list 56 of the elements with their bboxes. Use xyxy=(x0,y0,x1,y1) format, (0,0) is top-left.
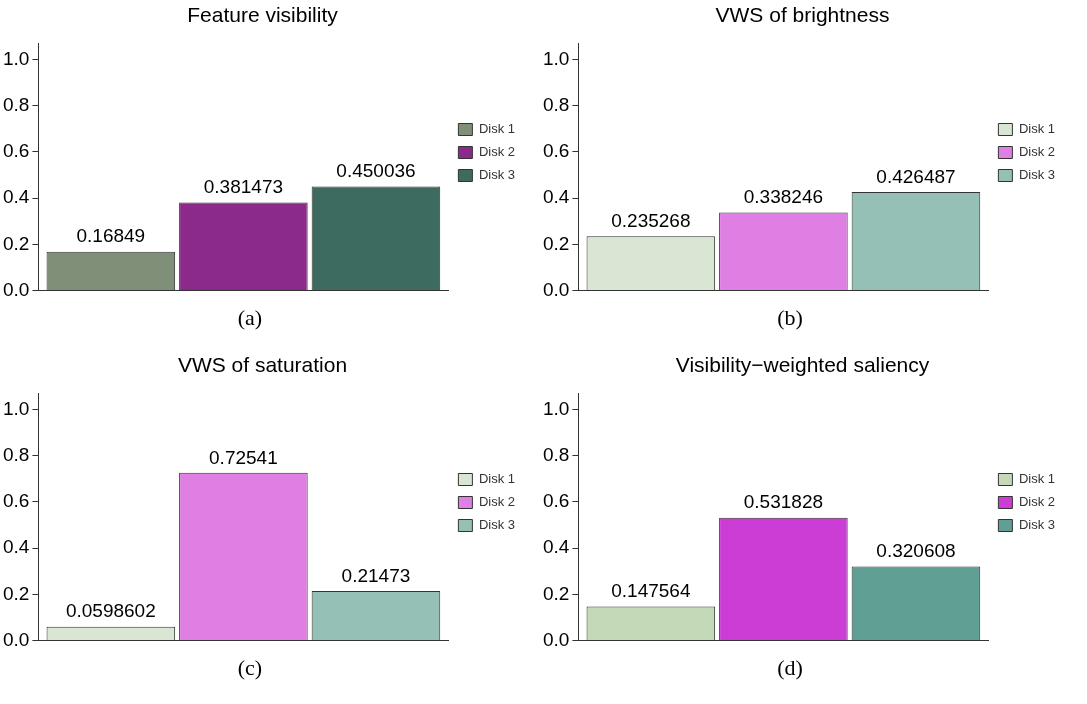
legend-label: Disk 2 xyxy=(1018,494,1056,510)
chart-title: Visibility−weighted saliency xyxy=(675,353,930,377)
legend-label: Disk 3 xyxy=(1018,517,1056,533)
data-label: 0.0598602 xyxy=(65,600,156,622)
y-tick-label: 0.4 xyxy=(542,536,570,558)
legend-label: Disk 1 xyxy=(478,471,516,487)
text: (b) xyxy=(776,305,804,331)
data-label: 0.320608 xyxy=(876,540,956,562)
data-label: 0.450036 xyxy=(336,160,416,182)
chart-title: VWS of saturation xyxy=(177,353,348,377)
y-tick-label: 0.0 xyxy=(542,278,570,300)
y-tick-label: 0.0 xyxy=(2,628,30,650)
y-tick-label: 1.0 xyxy=(542,47,570,69)
data-label: 0.147564 xyxy=(611,580,691,602)
data-label: 0.72541 xyxy=(209,446,278,468)
y-tick-label: 1.0 xyxy=(2,397,30,419)
y-tick-label: 0.6 xyxy=(2,140,30,162)
legend-label: Disk 1 xyxy=(1018,121,1056,137)
legend-label: Disk 3 xyxy=(1018,167,1056,183)
legend-label: Disk 2 xyxy=(478,494,516,510)
data-label: 0.235268 xyxy=(611,209,691,231)
data-label: 0.426487 xyxy=(876,165,956,187)
y-tick-label: 0.2 xyxy=(2,582,30,604)
text: (c) xyxy=(236,655,264,681)
y-tick-label: 0.4 xyxy=(542,186,570,208)
data-label: 0.531828 xyxy=(743,491,824,513)
chart-title: Feature visibility xyxy=(187,3,339,27)
y-tick-label: 0.4 xyxy=(2,186,30,208)
y-tick-label: 0.8 xyxy=(2,443,30,465)
y-tick-label: 0.2 xyxy=(542,232,570,254)
y-tick-label: 0.4 xyxy=(2,536,30,558)
y-tick-label: 0.0 xyxy=(542,628,570,650)
y-tick-label: 0.0 xyxy=(2,278,30,300)
y-tick-label: 0.6 xyxy=(542,490,570,512)
data-label: 0.338246 xyxy=(743,186,824,208)
y-tick-label: 0.8 xyxy=(2,93,30,115)
legend-label: Disk 1 xyxy=(478,121,516,137)
y-tick-label: 1.0 xyxy=(2,47,30,69)
data-label: 0.16849 xyxy=(76,225,146,247)
y-tick-label: 0.6 xyxy=(542,140,570,162)
legend-label: Disk 2 xyxy=(1018,144,1056,160)
text: (a) xyxy=(236,305,264,331)
y-tick-label: 0.8 xyxy=(542,93,570,115)
y-tick-label: 0.8 xyxy=(542,443,570,465)
chart-title: VWS of brightness xyxy=(715,3,890,27)
y-tick-label: 0.6 xyxy=(2,490,30,512)
y-tick-label: 0.2 xyxy=(542,582,570,604)
legend-label: Disk 3 xyxy=(478,517,516,533)
text: (d) xyxy=(776,655,804,681)
legend-label: Disk 1 xyxy=(1018,471,1056,487)
y-tick-label: 1.0 xyxy=(542,397,570,419)
y-tick-label: 0.2 xyxy=(2,232,30,254)
data-label: 0.381473 xyxy=(203,176,284,198)
data-label: 0.21473 xyxy=(341,564,411,586)
legend-label: Disk 2 xyxy=(478,144,516,160)
legend-label: Disk 3 xyxy=(478,167,516,183)
